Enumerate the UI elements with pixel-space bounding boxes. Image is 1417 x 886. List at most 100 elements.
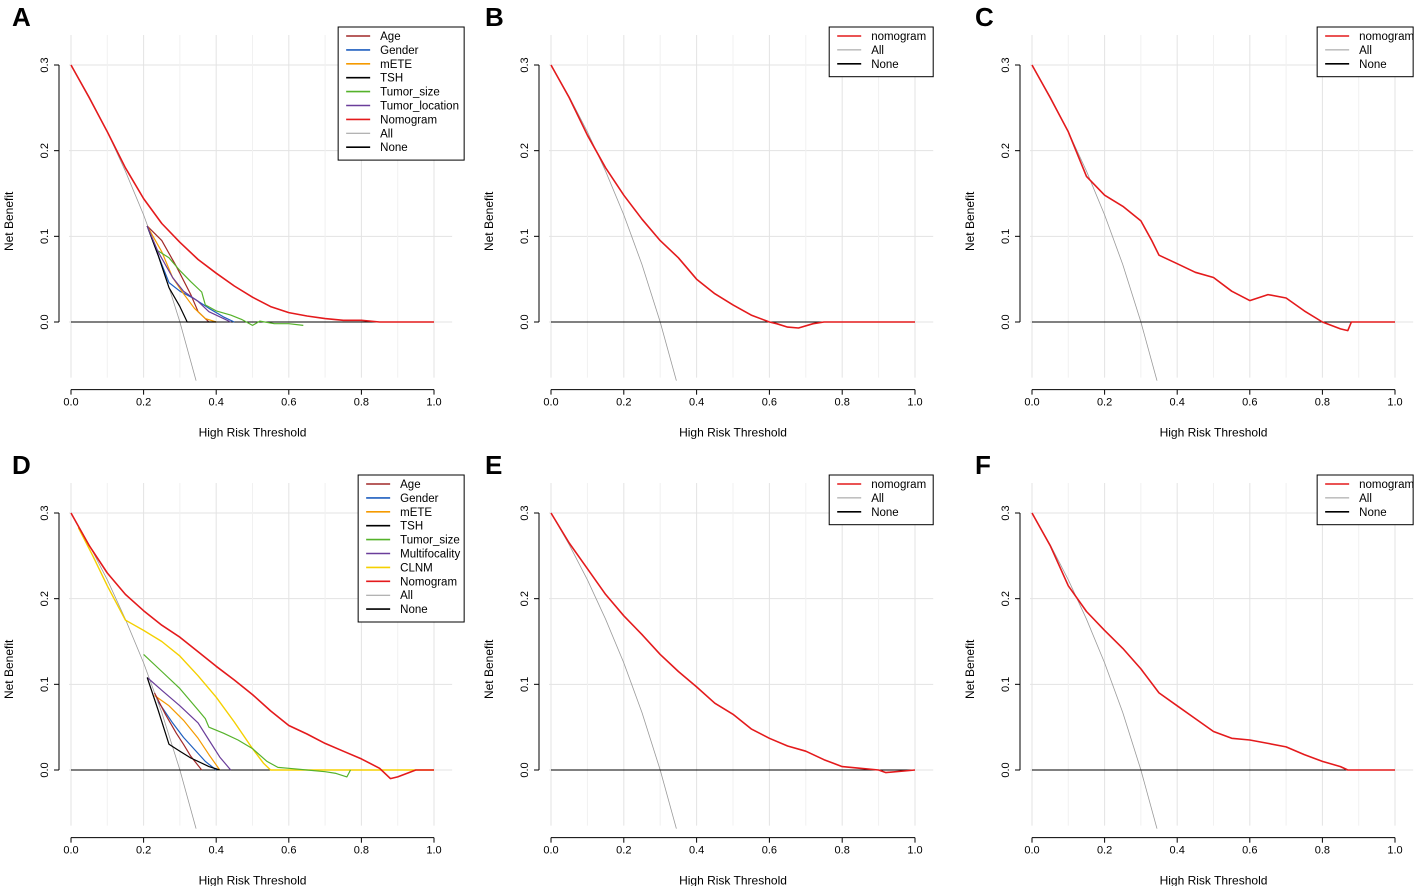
legend-label: TSH (400, 521, 423, 533)
legend-item: nomogram (837, 31, 926, 43)
x-tick-label: 0.6 (281, 845, 296, 857)
legend-item: None (1325, 507, 1387, 519)
x-tick-label: 1.0 (1387, 397, 1402, 409)
x-tick-label: 0.8 (835, 845, 850, 857)
x-tick-label: 0.6 (281, 397, 296, 409)
y-tick-label: 0.1 (1000, 229, 1012, 244)
grid (69, 35, 453, 378)
y-tick-label: 0.2 (519, 143, 531, 158)
x-axis-title: High Risk Threshold (199, 426, 307, 440)
y-axis-title: Net Benefit (2, 639, 16, 699)
series-group (70, 512, 434, 829)
legend-label: Nomogram (380, 114, 437, 126)
panel-letter: D (12, 450, 31, 480)
legend-item: mETE (366, 507, 432, 519)
x-axis-title: High Risk Threshold (679, 426, 787, 440)
y-tick-label: 0.0 (1000, 314, 1012, 329)
series-group (1031, 512, 1395, 829)
panel-f: F 0.0 0.2 0.4 0.6 0.8 1.0 0.0 0.1 0.2 0.3 High Risk… (963, 450, 1414, 886)
panel-b: B 0.0 0.2 0.4 0.6 0.8 1.0 0.0 0.1 0.2 0.3 High Risk… (482, 2, 934, 440)
x-tick-label: 0.8 (835, 397, 850, 409)
series-line-all (550, 512, 677, 829)
x-tick-label: 0.8 (354, 397, 369, 409)
x-axis-title: High Risk Threshold (1160, 426, 1268, 440)
x-tick-label: 0.0 (63, 397, 78, 409)
panel-e: E 0.0 0.2 0.4 0.6 0.8 1.0 0.0 0.1 0.2 0.3 High Risk… (482, 450, 934, 886)
series-line-nomogram (550, 64, 915, 329)
legend-item: Age (366, 479, 421, 491)
legend-item: CLNM (366, 562, 433, 574)
legend-label: Tumor_location (380, 101, 459, 113)
series-line-tumor-size (157, 250, 304, 326)
panel-c: C 0.0 0.2 0.4 0.6 0.8 1.0 0.0 0.1 0.2 0.3 High Risk… (963, 2, 1414, 440)
x-tick-label: 0.6 (1242, 397, 1257, 409)
series-line-gender (157, 701, 217, 771)
x-tick-label: 0.4 (689, 397, 704, 409)
y-tick-label: 0.1 (519, 229, 531, 244)
y-tick-label: 0.1 (1000, 677, 1012, 692)
x-tick-label: 0.4 (209, 397, 224, 409)
series-group (550, 64, 915, 381)
legend-label: All (400, 590, 413, 602)
y-tick-label: 0.1 (519, 677, 531, 692)
legend-item: Tumor_location (346, 101, 459, 113)
series-line-nomogram (1031, 512, 1395, 771)
legend: nomogram All None (1316, 26, 1414, 78)
y-tick-label: 0.2 (1000, 591, 1012, 606)
y-tick-label: 0.1 (39, 677, 51, 692)
legend-label: None (400, 604, 428, 616)
series-line-multifocality (146, 677, 232, 771)
legend-item: Nomogram (366, 576, 457, 588)
x-tick-label: 0.4 (1170, 845, 1185, 857)
legend-item: None (1325, 59, 1387, 71)
series-group (550, 512, 916, 829)
panel-letter: B (485, 2, 504, 32)
x-tick-label: 0.6 (762, 397, 777, 409)
series-line-clnm (77, 527, 434, 771)
legend-item: All (366, 590, 413, 602)
y-tick-label: 0.1 (39, 229, 51, 244)
x-tick-label: 0.0 (1024, 397, 1039, 409)
x-axis-title: High Risk Threshold (199, 874, 307, 886)
y-tick-label: 0.3 (39, 57, 51, 72)
y-tick-label: 0.2 (519, 591, 531, 606)
x-tick-label: 0.8 (1315, 845, 1330, 857)
y-axis-title: Net Benefit (2, 191, 16, 251)
series-line-tsh (146, 677, 220, 771)
legend-item: nomogram (1325, 31, 1414, 43)
legend-label: None (1359, 59, 1387, 71)
legend-label: Age (380, 31, 400, 43)
legend-item: Multifocality (366, 549, 460, 561)
legend-item: None (366, 604, 428, 616)
grid (1030, 483, 1414, 826)
grid (1030, 35, 1414, 378)
x-tick-label: 1.0 (426, 397, 441, 409)
legend-item: All (837, 493, 884, 505)
legend-label: Tumor_size (400, 535, 460, 547)
y-tick-label: 0.2 (39, 143, 51, 158)
x-axis-title: High Risk Threshold (679, 874, 787, 886)
series-line-nomogram (70, 512, 434, 780)
legend-item: All (1325, 493, 1372, 505)
series-line-gender (146, 225, 235, 323)
legend-item: Gender (346, 45, 419, 57)
legend-label: None (380, 142, 408, 154)
y-axis-title: Net Benefit (963, 191, 977, 251)
legend-label: nomogram (1359, 31, 1414, 43)
legend-box (357, 474, 465, 623)
series-group (1031, 64, 1395, 381)
series-line-nomogram (1031, 64, 1395, 332)
legend-label: All (1359, 493, 1372, 505)
series-line-all (70, 64, 197, 381)
legend-label: None (871, 507, 899, 519)
x-tick-label: 0.2 (136, 845, 151, 857)
x-tick-label: 0.2 (1097, 397, 1112, 409)
series-line-tumor-size (143, 653, 352, 778)
legend-label: CLNM (400, 562, 433, 574)
legend-label: mETE (380, 59, 412, 71)
x-tick-label: 0.4 (1170, 397, 1185, 409)
x-tick-label: 0.0 (543, 845, 558, 857)
x-tick-label: 0.0 (543, 397, 558, 409)
legend-label: Multifocality (400, 549, 460, 561)
y-tick-label: 0.0 (519, 762, 531, 777)
